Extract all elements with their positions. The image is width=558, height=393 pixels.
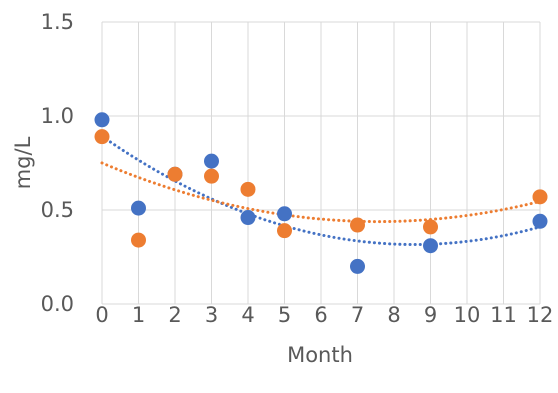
y-tick-label: 0.0 [41,292,74,316]
x-tick-label: 3 [205,303,218,327]
data-point-series-1 [131,200,146,216]
x-tick-label: 6 [314,303,327,327]
data-point-series-2 [204,168,219,184]
x-axis-label: Month [287,343,353,367]
x-tick-label: 12 [527,303,554,327]
x-tick-label: 8 [387,303,400,327]
data-point-series-2 [131,232,146,248]
data-point-series-2 [94,129,110,145]
data-point-series-1 [350,258,365,274]
x-tick-label: 9 [424,303,437,327]
x-tick-label: 11 [490,303,517,327]
data-point-series-1 [423,238,438,254]
data-point-series-2 [277,223,292,239]
data-point-series-1 [204,153,219,169]
data-point-series-2 [240,181,256,197]
data-point-series-1 [94,112,110,128]
trendline-series-2 [100,161,542,224]
gridlines [101,21,541,305]
data-point-series-2 [350,217,365,233]
x-tick-label: 5 [278,303,291,327]
y-tick-label: 1.0 [41,104,74,128]
x-tick-labels: 0 1 2 3 4 5 6 7 8 9 10 11 12 [95,303,553,327]
y-axis-label: mg/L [11,136,35,189]
x-tick-label: 4 [241,303,254,327]
data-points [94,112,548,274]
data-point-series-1 [532,213,548,229]
data-point-series-1 [277,206,292,222]
x-tick-label: 2 [168,303,181,327]
x-tick-label: 1 [132,303,145,327]
y-tick-labels: 0.0 0.5 1.0 1.5 [41,10,74,316]
y-tick-label: 0.5 [41,198,74,222]
data-point-series-2 [423,219,438,235]
y-tick-label: 1.5 [41,10,74,34]
data-point-series-2 [167,166,183,182]
x-tick-label: 0 [95,303,108,327]
data-point-series-1 [240,210,256,226]
data-point-series-2 [532,189,548,205]
x-tick-label: 10 [454,303,481,327]
x-tick-label: 7 [351,303,364,327]
